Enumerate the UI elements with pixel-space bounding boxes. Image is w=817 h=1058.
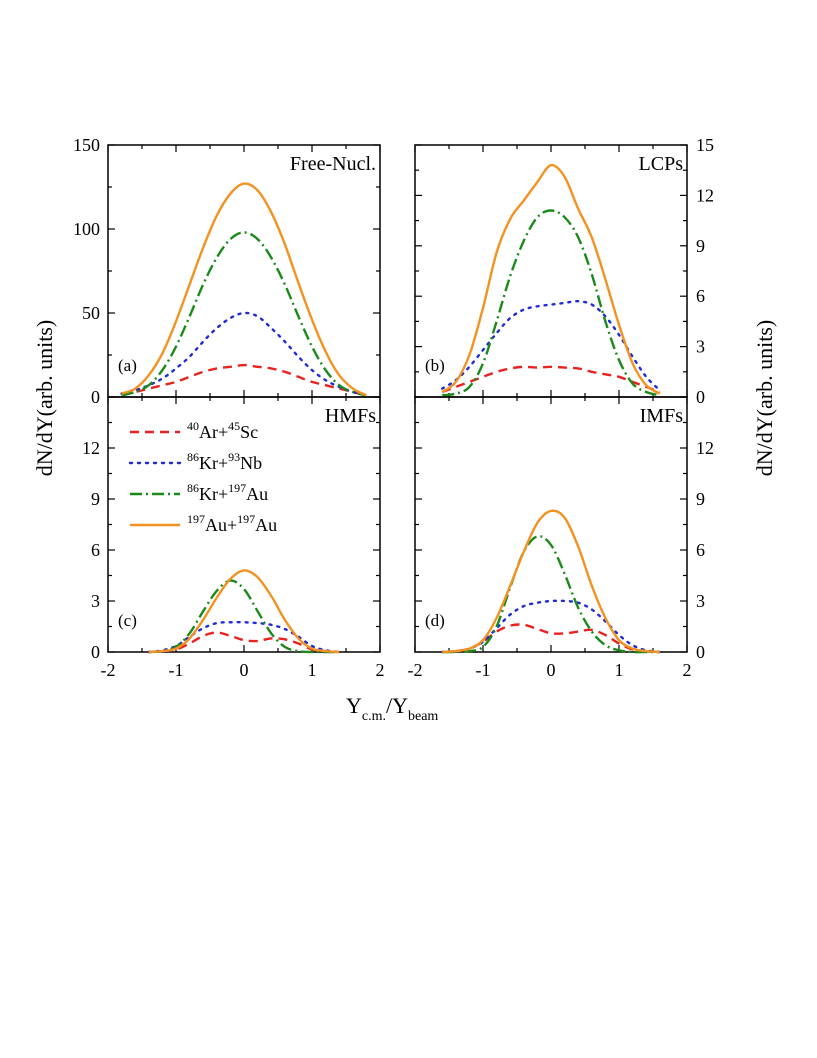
series-line-KrAu bbox=[442, 209, 661, 397]
y-tick-label: 3 bbox=[696, 591, 705, 611]
legend-label-KrNb: 86Kr+93Nb bbox=[187, 450, 262, 473]
series-line-ArSc bbox=[441, 365, 661, 394]
series-line-KrAu bbox=[121, 231, 367, 397]
panel-a-free-nucl: 0 50 100 150 Free-Nucl. (a) bbox=[73, 135, 381, 407]
legend-label-AuAu: 197Au+197Au bbox=[187, 512, 277, 535]
panel-tag: (c) bbox=[118, 611, 137, 630]
legend-label-ArSc: 40Ar+45Sc bbox=[187, 419, 258, 442]
x-tick-label: 1 bbox=[308, 660, 317, 680]
panel-title: LCPs bbox=[639, 153, 684, 175]
series-line-KrAu bbox=[148, 579, 340, 654]
y-tick-label: 9 bbox=[696, 236, 705, 256]
panel-title: HMFs bbox=[325, 405, 376, 427]
y-tick-label: 0 bbox=[91, 642, 100, 662]
x-tick-label: -2 bbox=[101, 660, 116, 680]
series-line-ArSc bbox=[148, 631, 340, 654]
series-line-AuAu bbox=[442, 509, 660, 654]
x-tick-label: -1 bbox=[169, 660, 184, 680]
panel-tag: (d) bbox=[425, 611, 445, 630]
y-axis-title-right: dN/dY(arb. units) bbox=[752, 320, 777, 476]
x-tick-label: 0 bbox=[240, 660, 249, 680]
y-tick-label: 12 bbox=[696, 438, 714, 458]
series-line-KrNb bbox=[120, 311, 368, 397]
y-tick-label: 100 bbox=[73, 219, 100, 239]
series-line-KrNb bbox=[441, 299, 661, 392]
legend: 40Ar+45Sc 86Kr+93Nb 86Kr+197Au 197Au+197Au bbox=[128, 419, 277, 535]
x-tick-label: 2 bbox=[683, 660, 692, 680]
series-line-AuAu bbox=[121, 182, 367, 397]
y-tick-label: 15 bbox=[696, 135, 714, 155]
panel-title: Free-Nucl. bbox=[290, 153, 376, 175]
y-tick-label: 3 bbox=[696, 337, 705, 357]
y-tick-label: 6 bbox=[696, 286, 705, 306]
panel-b-lcps: 0 3 6 9 12 15 LCPs (b) bbox=[414, 135, 714, 407]
y-tick-label: 0 bbox=[696, 387, 705, 407]
y-tick-label: 6 bbox=[91, 540, 100, 560]
legend-label-KrAu: 86Kr+197Au bbox=[187, 481, 268, 504]
series-line-AuAu bbox=[148, 569, 340, 654]
panel-title: IMFs bbox=[640, 405, 684, 427]
y-tick-label: 9 bbox=[696, 489, 705, 509]
panel-tag: (b) bbox=[425, 356, 445, 375]
x-tick-label: 2 bbox=[376, 660, 385, 680]
x-tick-label: 0 bbox=[547, 660, 556, 680]
plot-frame bbox=[414, 144, 688, 398]
y-axis-title-left: dN/dY(arb. units) bbox=[32, 320, 57, 476]
y-tick-label: 150 bbox=[73, 135, 100, 155]
series-line-ArSc bbox=[121, 363, 367, 397]
x-tick-label: 1 bbox=[615, 660, 624, 680]
y-tick-label: 0 bbox=[696, 642, 705, 662]
y-tick-label: 50 bbox=[82, 303, 100, 323]
panel-tag: (a) bbox=[118, 356, 137, 375]
y-tick-label: 12 bbox=[696, 185, 714, 205]
y-tick-label: 0 bbox=[91, 387, 100, 407]
series-line-AuAu bbox=[441, 163, 661, 395]
x-tick-label: -1 bbox=[476, 660, 491, 680]
y-tick-label: 9 bbox=[91, 489, 100, 509]
series-line-KrAu bbox=[442, 535, 660, 654]
y-tick-label: 6 bbox=[696, 540, 705, 560]
y-tick-label: 12 bbox=[82, 438, 100, 458]
x-tick-label: -2 bbox=[408, 660, 423, 680]
y-tick-label: 3 bbox=[91, 591, 100, 611]
x-axis-title: Yc.m./Ybeam bbox=[346, 693, 438, 724]
series-line-KrNb bbox=[441, 599, 661, 654]
plot-frame bbox=[414, 396, 688, 653]
